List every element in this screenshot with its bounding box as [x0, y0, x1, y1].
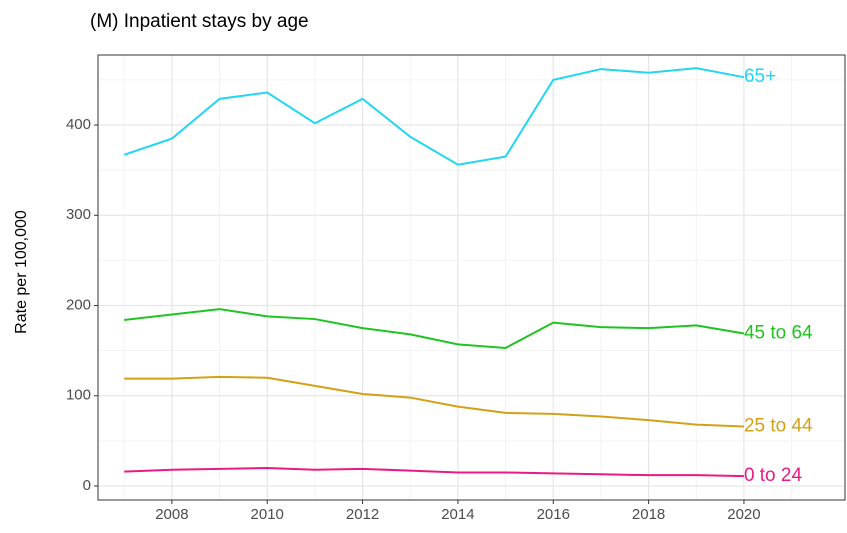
chart-title: (M) Inpatient stays by age [90, 11, 309, 32]
series-label: 0 to 24 [744, 465, 803, 486]
x-tick-label: 2016 [537, 506, 570, 523]
line [124, 375, 744, 428]
x-tick-label: 2012 [346, 506, 379, 523]
x-tick-label: 2008 [155, 506, 188, 523]
line [124, 466, 744, 478]
line [124, 308, 745, 349]
series-label: 25 to 44 [744, 415, 813, 436]
series-label: 45 to 64 [744, 323, 813, 344]
series-label: 65+ [744, 66, 776, 87]
x-tick-label: 2018 [632, 506, 665, 523]
panel-border [97, 54, 846, 501]
x-tick-label: 2020 [727, 506, 760, 523]
y-tick-label: 200 [66, 296, 91, 313]
x-tick-label: 2014 [441, 506, 474, 523]
y-axis-label: Rate per 100,000 [13, 210, 30, 334]
y-tick-label: 100 [66, 387, 91, 404]
y-tick-label: 0 [83, 477, 91, 494]
line [123, 67, 745, 166]
x-tick-label: 2010 [251, 506, 284, 523]
y-tick-label: 400 [66, 116, 91, 133]
y-tick-label: 300 [66, 206, 91, 223]
